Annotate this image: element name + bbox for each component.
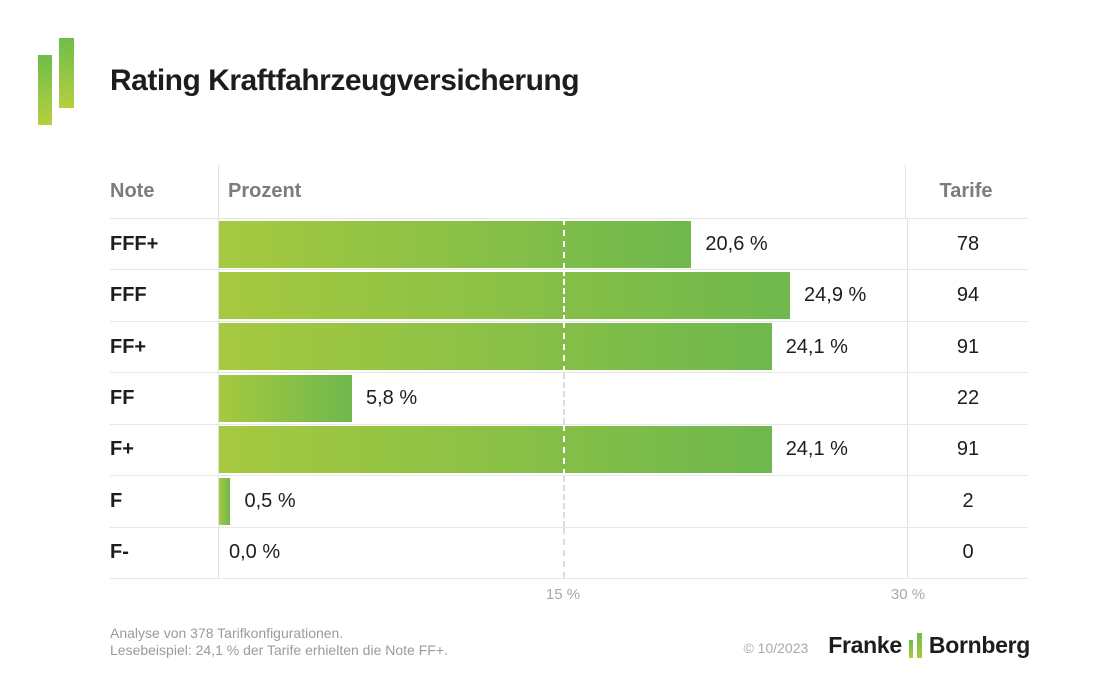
x-axis: 15 % 30 %: [218, 586, 925, 606]
dashed-gridline-15: [563, 527, 565, 578]
table-row: FF+ 24,1 % 91: [110, 321, 1028, 374]
percent-bar: [219, 426, 772, 474]
percent-bar: [219, 271, 791, 319]
wordmark-bar-left-icon: [908, 639, 913, 658]
dashed-gridline-15: [563, 424, 565, 476]
copyright-label: © 10/2023: [743, 639, 809, 656]
column-header-tarife: Tarife: [939, 180, 993, 202]
table-row: FFF 24,9 % 94: [110, 270, 1028, 322]
franke-bornberg-logo-icon: [38, 38, 74, 125]
percent-bar: [219, 220, 692, 268]
percent-value-label: 24,1 %: [785, 438, 848, 461]
note-label: FF+: [110, 335, 147, 358]
percent-value-label: 24,1 %: [785, 335, 848, 358]
column-header-note: Note: [110, 180, 155, 202]
dashed-gridline-15: [563, 321, 565, 373]
tarife-value: 78: [956, 232, 980, 255]
note-label: FF: [110, 386, 135, 409]
x-axis-tick-label: 15 %: [545, 586, 581, 603]
dashed-gridline-15: [563, 373, 565, 424]
percent-bar: [219, 323, 772, 371]
note-label: F-: [110, 541, 129, 564]
dashed-gridline-15: [563, 476, 565, 527]
note-label: F: [110, 489, 123, 512]
tarife-value: 0: [962, 541, 974, 564]
note-label: F+: [110, 438, 134, 461]
table-row: F 0,5 % 2: [110, 476, 1028, 528]
logo-bar-right-icon: [59, 38, 74, 108]
footnotes: Analyse von 378 Tarifkonfigurationen. Le…: [110, 625, 448, 659]
table-row: F- 0,0 % 0: [110, 527, 1028, 579]
note-label: FFF+: [110, 232, 159, 255]
rating-table: Note Prozent Tarife FFF+ 20,6 % 78 FFF 24,9 …: [110, 165, 1028, 579]
table-row: F+ 24,1 % 91: [110, 424, 1028, 477]
percent-bar: [219, 374, 352, 422]
table-header-row: Note Prozent Tarife: [110, 165, 1028, 218]
franke-bornberg-wordmark: Franke Bornberg: [828, 632, 1030, 659]
percent-value-label: 24,9 %: [804, 284, 867, 307]
bar-cell: 0,5 %: [218, 476, 908, 527]
percent-value-label: 5,8 %: [366, 386, 418, 409]
bar-cell: 24,1 %: [218, 321, 908, 373]
wordmark-franke: Franke: [828, 632, 902, 658]
percent-bar: [219, 477, 231, 525]
tarife-cell: 91: [908, 425, 1028, 475]
column-header-prozent-label: Prozent: [228, 180, 302, 202]
tarife-cell: 2: [908, 476, 1028, 526]
percent-value-label: 0,5 %: [244, 489, 296, 512]
table-row: FFF+ 20,6 % 78: [110, 219, 1028, 271]
bar-cell: 20,6 %: [218, 219, 908, 270]
note-label: FFF: [110, 284, 147, 307]
bar-cell: 24,9 %: [218, 270, 908, 321]
page-title: Rating Kraftfahrzeugversicherung: [110, 64, 580, 97]
tarife-value: 91: [956, 438, 980, 461]
tarife-value: 22: [956, 386, 980, 409]
wordmark-bornberg: Bornberg: [928, 632, 1030, 658]
percent-value-label: 20,6 %: [705, 232, 768, 255]
column-header-prozent: Prozent: [218, 165, 906, 218]
tarife-cell: 94: [908, 270, 1028, 320]
bar-cell: 24,1 %: [218, 424, 908, 476]
tarife-cell: 91: [908, 322, 1028, 372]
dashed-gridline-15: [563, 219, 565, 270]
bar-cell: 0,0 %: [218, 527, 908, 578]
tarife-cell: 78: [908, 219, 1028, 269]
wordmark-bar-right-icon: [916, 632, 922, 658]
table-row: FF 5,8 % 22: [110, 373, 1028, 425]
footer-right: © 10/2023 Franke Bornberg: [743, 632, 1030, 659]
tarife-value: 2: [962, 489, 974, 512]
tarife-value: 91: [956, 335, 980, 358]
tarife-value: 94: [956, 284, 980, 307]
dashed-gridline-15: [563, 270, 565, 321]
table-rows: FFF+ 20,6 % 78 FFF 24,9 % 94 FF+ 24,1 % 91 FF 5,8 …: [110, 218, 1028, 579]
tarife-cell: 0: [908, 528, 1028, 578]
tarife-cell: 22: [908, 373, 1028, 423]
wordmark-bars-icon: [908, 632, 922, 659]
footnote-line-1: Analyse von 378 Tarifkonfigurationen.: [110, 625, 344, 641]
footnote-line-2: Lesebeispiel: 24,1 % der Tarife erhielte…: [110, 642, 448, 658]
x-axis-tick-label: 30 %: [890, 586, 926, 603]
percent-value-label: 0,0 %: [229, 541, 281, 564]
logo-bar-left-icon: [38, 55, 52, 125]
bar-cell: 5,8 %: [218, 373, 908, 424]
